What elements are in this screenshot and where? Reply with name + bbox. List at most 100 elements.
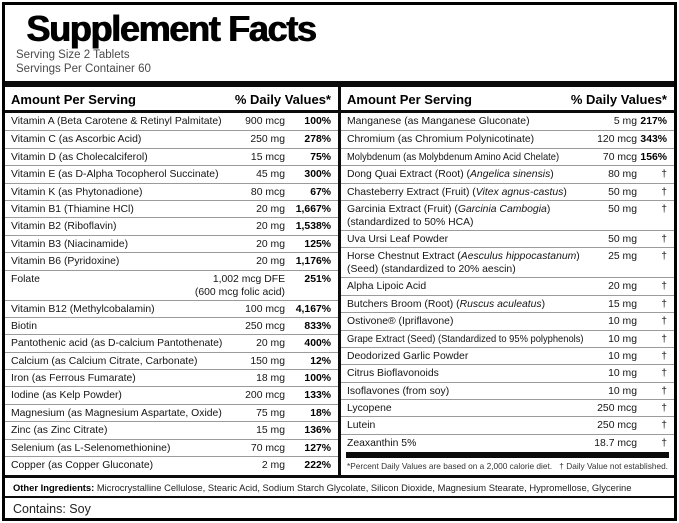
ingredient-daily-value: 1,667% [295, 203, 331, 215]
ingredient-name: Lutein [347, 420, 376, 432]
footnote: *Percent Daily Values are based on a 2,0… [341, 458, 674, 475]
ingredient-amount: 20 mg [256, 238, 285, 250]
table-row: Horse Chestnut Extract (Aesculus hippoca… [341, 247, 674, 277]
ingredient-daily-value: 133% [304, 390, 331, 402]
ingredient-name: Iodine (as Kelp Powder) [11, 390, 122, 402]
ingredient-name: Grape Extract (Seed) (Standardized to 95… [347, 333, 584, 345]
ingredient-name: Vitamin D (as Cholecalciferol) [11, 151, 148, 163]
ingredient-name: Chromium (as Chromium Polynicotinate) [347, 134, 535, 146]
dagger-footnote: † Daily Value not established. [559, 461, 668, 472]
ingredient-daily-value: 343% [640, 134, 667, 146]
ingredient-daily-value: † [661, 333, 667, 345]
ingredient-daily-value: 217% [640, 116, 667, 127]
panel-title: Supplement Facts [26, 8, 317, 49]
table-row: Zeaxanthin 5% 18.7 mcg † [341, 433, 674, 451]
ingredient-amount: 20 mg [256, 221, 285, 233]
table-row: Lycopene 250 mcg † [341, 399, 674, 416]
ingredient-amount: 15 mg [256, 425, 285, 437]
ingredient-daily-value: 12% [310, 355, 331, 367]
ingredient-name: Folate [11, 273, 40, 285]
ingredient-name: Horse Chestnut Extract (Aesculus hippoca… [347, 251, 580, 276]
ingredient-daily-value: 400% [304, 338, 331, 350]
table-row: Vitamin B12 (Methylcobalamin) 100 mcg 4,16… [5, 299, 338, 317]
ingredient-amount: 80 mcg [250, 186, 285, 198]
table-row: Vitamin A (Beta Carotene & Retinyl Palmi… [5, 113, 338, 130]
facts-columns: Amount Per Serving % Daily Values* Vitam… [5, 87, 674, 476]
ingredient-daily-value: 136% [304, 425, 331, 437]
ingredient-amount: 20 mg [256, 338, 285, 350]
table-row: Dong Quai Extract (Root) (Angelica sinen… [341, 165, 674, 182]
ingredient-name: Vitamin B6 (Pyridoxine) [11, 256, 120, 268]
table-row: Citrus Bioflavonoids 10 mg † [341, 364, 674, 381]
daily-values-header: % Daily Values* [570, 92, 667, 107]
table-row: Calcium (as Calcium Citrate, Carbonate) 1… [5, 351, 338, 369]
ingredient-daily-value: † [661, 437, 667, 449]
ingredient-daily-value: † [661, 368, 667, 380]
right-column-rows: Manganese (as Manganese Gluconate) 5 mg 21… [341, 113, 674, 451]
ingredient-name: Pantothenic acid (as D-calcium Pantothen… [11, 338, 223, 350]
ingredient-amount: 250 mcg [245, 320, 285, 332]
ingredient-name: Vitamin E (as D-Alpha Tocopherol Succina… [11, 169, 219, 181]
ingredient-daily-value: † [661, 316, 667, 328]
ingredient-name: Selenium (as L-Selenomethionine) [11, 442, 171, 454]
ingredient-daily-value: † [661, 403, 667, 415]
table-row: Vitamin C (as Ascorbic Acid) 250 mg 278% [5, 130, 338, 147]
ingredient-daily-value: 300% [304, 169, 331, 181]
ingredient-amount: 20 mg [608, 281, 637, 293]
ingredient-name: Zeaxanthin 5% [347, 437, 417, 449]
ingredient-daily-value: 156% [640, 151, 667, 163]
ingredient-name: Lycopene [347, 403, 392, 415]
ingredient-daily-value: † [661, 350, 667, 362]
panel-header: Supplement Facts Serving Size 2 Tablets … [5, 5, 674, 76]
ingredient-daily-value: 1,538% [295, 221, 331, 233]
ingredient-daily-value: † [661, 385, 667, 397]
ingredient-amount: 10 mg [608, 368, 637, 380]
ingredient-daily-value: 125% [304, 238, 331, 250]
ingredient-daily-value: 4,167% [295, 303, 331, 315]
table-row: Zinc (as Zinc Citrate) 15 mg 136% [5, 421, 338, 438]
amount-per-serving-header: Amount Per Serving [11, 92, 136, 107]
column-header: Amount Per Serving % Daily Values* [341, 87, 674, 113]
table-row: Lutein 250 mcg † [341, 416, 674, 433]
daily-values-header: % Daily Values* [234, 92, 331, 107]
ingredient-amount: 200 mcg [245, 390, 285, 402]
table-row: Copper (as Copper Gluconate) 2 mg 222% [5, 456, 338, 473]
ingredient-name: Citrus Bioflavonoids [347, 368, 439, 380]
serving-size: Serving Size 2 Tablets [16, 49, 130, 61]
ingredient-amount: 150 mg [250, 355, 285, 367]
ingredient-amount: 50 mg [608, 203, 637, 215]
ingredient-amount: 18.7 mcg [594, 437, 637, 449]
ingredient-amount: 100 mcg [245, 303, 285, 315]
ingredient-name: Deodorized Garlic Powder [347, 350, 469, 362]
table-row: Folate 1,002 mcg DFE (600 mcg folic acid) 2… [5, 269, 338, 300]
ingredient-amount: 250 mcg [597, 420, 637, 432]
ingredient-amount: 50 mg [608, 186, 637, 198]
column-header: Amount Per Serving % Daily Values* [5, 87, 338, 113]
ingredient-amount: 10 mg [608, 350, 637, 362]
ingredient-daily-value: 127% [304, 442, 331, 454]
table-row: Vitamin B2 (Riboflavin) 20 mg 1,538% [5, 217, 338, 234]
ingredient-name: Uva Ursi Leaf Powder [347, 233, 449, 245]
contains-statement: Contains: Soy [5, 496, 674, 518]
ingredient-name: Butchers Broom (Root) (Ruscus aculeatus) [347, 298, 546, 310]
table-row: Ostivone® (Ipriflavone) 10 mg † [341, 312, 674, 329]
table-row: Grape Extract (Seed) (Standardized to 95… [341, 329, 674, 347]
ingredient-amount: 10 mg [608, 385, 637, 397]
ingredient-daily-value: 1,176% [295, 256, 331, 268]
table-row: Iron (as Ferrous Fumarate) 18 mg 100% [5, 369, 338, 386]
ingredient-daily-value: † [661, 281, 667, 293]
ingredient-name: Chasteberry Extract (Fruit) (Vitex agnus… [347, 186, 567, 198]
ingredient-daily-value: † [661, 251, 667, 263]
ingredient-daily-value: † [661, 420, 667, 432]
ingredient-amount: 10 mg [608, 333, 637, 345]
table-row: Vitamin D (as Cholecalciferol) 15 mcg 75% [5, 147, 338, 165]
percent-dv-footnote: *Percent Daily Values are based on a 2,0… [347, 461, 553, 472]
ingredient-amount: 5 mg [613, 116, 637, 127]
ingredient-name: Vitamin B12 (Methylcobalamin) [11, 303, 155, 315]
other-ingredients-label: Other Ingredients: [13, 482, 95, 494]
ingredient-name: Magnesium (as Magnesium Aspartate, Oxide… [11, 407, 222, 419]
ingredient-daily-value: 833% [304, 320, 331, 332]
thick-divider-bar [5, 81, 674, 87]
table-row: Chromium (as Chromium Polynicotinate) 120… [341, 130, 674, 147]
table-row: Garcinia Extract (Fruit) (Garcinia Cambo… [341, 199, 674, 230]
